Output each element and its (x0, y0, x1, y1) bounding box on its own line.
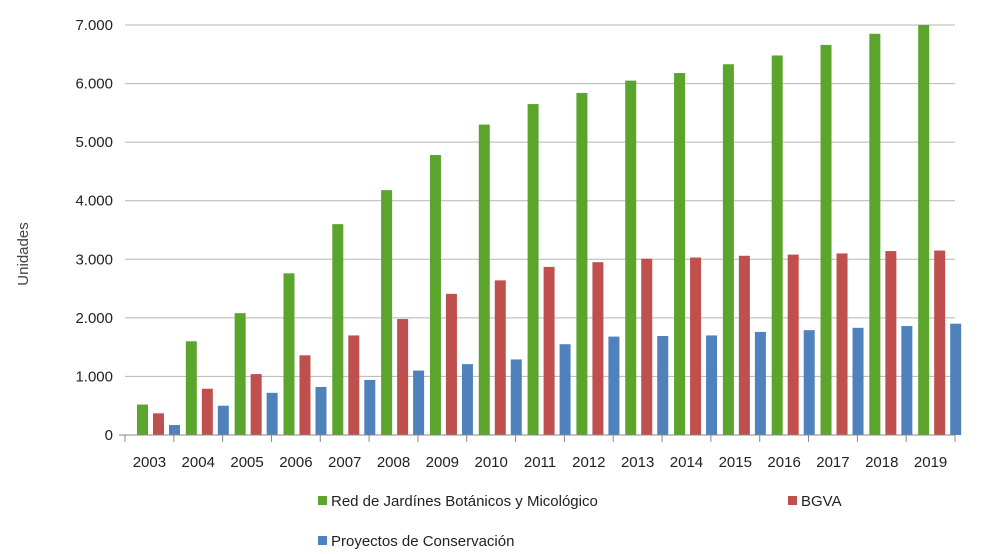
x-tick-label: 2014 (670, 454, 703, 471)
bar-red-jardines (723, 64, 734, 435)
bar-proyectos-conservacion (218, 406, 229, 435)
y-tick-label: 3.000 (75, 251, 113, 268)
legend-swatch (318, 496, 327, 505)
bar-bgva (934, 251, 945, 436)
x-tick-label: 2016 (767, 454, 800, 471)
bar-red-jardines (332, 224, 343, 435)
bar-proyectos-conservacion (950, 324, 961, 435)
x-tick-label: 2007 (328, 454, 361, 471)
bar-red-jardines (430, 155, 441, 435)
bar-bgva (885, 251, 896, 435)
bars (137, 25, 961, 435)
legend: Red de Jardínes Botánicos y Micológico BG… (318, 493, 842, 550)
x-tick-labels: 2003 2004 2005 2006 2007 2008 2009 2010 2011 2012… (133, 454, 948, 471)
bar-red-jardines (625, 81, 636, 435)
bar-proyectos-conservacion (267, 393, 278, 435)
x-tick-label: 2019 (914, 454, 947, 471)
x-tick-label: 2017 (816, 454, 849, 471)
bar-bgva (788, 255, 799, 435)
x-tick-label: 2003 (133, 454, 166, 471)
x-tick-label: 2006 (279, 454, 312, 471)
bar-proyectos-conservacion (169, 425, 180, 435)
x-tick-label: 2011 (524, 454, 556, 471)
y-tick-label: 1.000 (75, 368, 113, 385)
legend-label: BGVA (801, 493, 842, 510)
bar-red-jardines (821, 45, 832, 435)
bar-red-jardines (772, 55, 783, 435)
bar-bgva (153, 413, 164, 435)
x-tick-label: 2004 (182, 454, 215, 471)
bar-bgva (690, 258, 701, 435)
y-axis-title: Unidades (15, 222, 32, 285)
bar-red-jardines (235, 313, 246, 435)
bar-bgva (544, 267, 555, 435)
bar-proyectos-conservacion (657, 336, 668, 435)
bar-red-jardines (918, 25, 929, 435)
y-tick-label: 5.000 (75, 134, 113, 151)
bar-bgva (299, 355, 310, 435)
bar-red-jardines (479, 125, 490, 435)
legend-label: Red de Jardínes Botánicos y Micológico (331, 493, 598, 510)
bar-bgva (837, 253, 848, 435)
bar-proyectos-conservacion (462, 364, 473, 435)
bar-red-jardines (869, 34, 880, 435)
bar-red-jardines (674, 73, 685, 435)
bar-bgva (495, 280, 506, 435)
legend-swatch (318, 536, 327, 545)
bar-proyectos-conservacion (901, 326, 912, 435)
bar-proyectos-conservacion (511, 359, 522, 435)
bar-bgva (348, 335, 359, 435)
legend-label: Proyectos de Conservación (331, 533, 514, 550)
y-tick-label: 4.000 (75, 193, 113, 210)
bar-red-jardines (381, 190, 392, 435)
y-tick-label: 0 (105, 427, 113, 444)
bar-proyectos-conservacion (755, 332, 766, 435)
x-tick-label: 2012 (572, 454, 605, 471)
bar-red-jardines (283, 273, 294, 435)
legend-swatch (788, 496, 797, 505)
bar-red-jardines (186, 341, 197, 435)
bar-proyectos-conservacion (413, 371, 424, 435)
y-tick-label: 6.000 (75, 76, 113, 93)
bar-proyectos-conservacion (804, 330, 815, 435)
bar-proyectos-conservacion (853, 328, 864, 435)
y-tick-label: 2.000 (75, 310, 113, 327)
bar-bgva (641, 259, 652, 435)
x-tick-label: 2018 (865, 454, 898, 471)
x-tick-label: 2015 (719, 454, 752, 471)
x-tick-label: 2013 (621, 454, 654, 471)
x-tick-label: 2010 (474, 454, 507, 471)
bar-red-jardines (137, 405, 148, 435)
bar-bgva (251, 374, 262, 435)
y-tick-label: 7.000 (75, 17, 113, 34)
x-tick-label: 2005 (230, 454, 263, 471)
bar-bgva (202, 389, 213, 435)
bar-bgva (739, 256, 750, 435)
bar-red-jardines (576, 93, 587, 435)
bar-proyectos-conservacion (560, 344, 571, 435)
bar-bgva (592, 262, 603, 435)
y-tick-labels: 0 1.000 2.000 3.000 4.000 5.000 6.000 7.000 (75, 17, 113, 444)
bar-red-jardines (528, 104, 539, 435)
axes (119, 435, 955, 442)
x-tick-label: 2009 (426, 454, 459, 471)
bar-proyectos-conservacion (364, 380, 375, 435)
bar-proyectos-conservacion (608, 337, 619, 435)
bar-bgva (397, 319, 408, 435)
x-tick-label: 2008 (377, 454, 410, 471)
bar-proyectos-conservacion (315, 387, 326, 435)
bar-proyectos-conservacion (706, 335, 717, 435)
bar-bgva (446, 294, 457, 435)
